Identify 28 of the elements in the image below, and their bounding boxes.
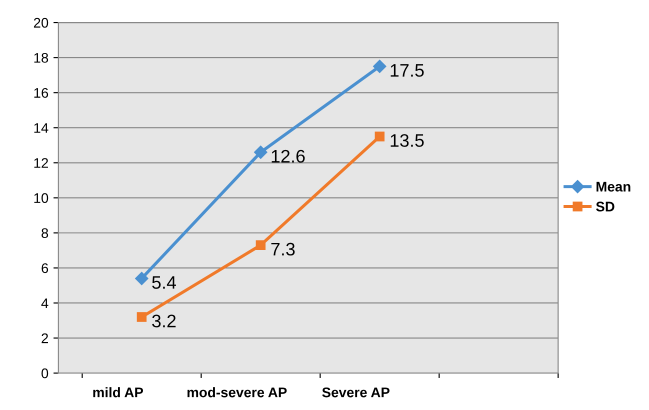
data-label: 17.5 [390,64,424,77]
y-tick-label: 12 [34,158,48,168]
legend-label: Mean [596,182,630,192]
y-tick-label: 16 [34,88,48,98]
x-tick-label: mild AP [93,387,144,398]
point [374,132,385,142]
x-tick-label: mod-severe AP [188,387,287,398]
x-tick-label: Severe AP [322,387,390,398]
point [254,146,268,159]
y-tick-label: 14 [34,123,48,133]
y-tick-label: 10 [34,193,48,203]
y-tick-label: 4 [41,298,48,308]
data-label: 5.4 [152,276,176,289]
data-label: 3.2 [152,314,176,328]
point [135,272,148,286]
y-tick-label: 0 [42,368,48,378]
y-tick-label: 20 [34,18,48,28]
data-label: 13.5 [390,134,424,147]
point [256,240,266,250]
y-tick-label: 18 [34,52,48,63]
point [373,60,386,73]
point [136,312,147,322]
data-label: 12.6 [272,150,305,163]
y-tick-label: 6 [42,263,48,274]
y-tick-label: 8 [42,228,48,238]
legend-label: SD [596,202,614,212]
data-label: 7.3 [271,242,295,256]
y-tick-label: 2 [42,333,48,344]
